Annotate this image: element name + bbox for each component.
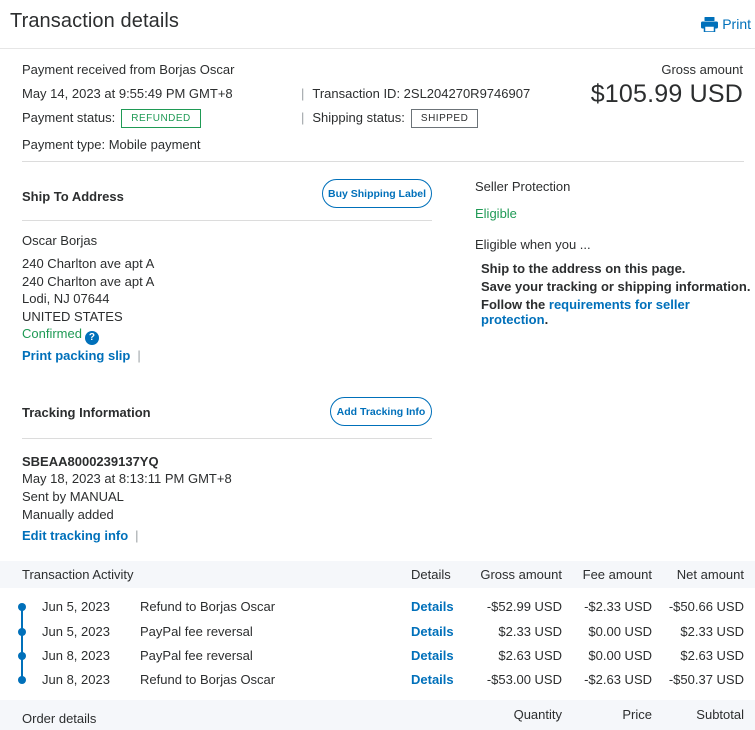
requirement-prefix: Follow the: [481, 297, 549, 312]
order-quantity-header: Quantity: [513, 707, 562, 722]
address-line: 240 Charlton ave apt A: [22, 256, 155, 271]
edit-tracking-info-link[interactable]: Edit tracking info: [22, 528, 129, 543]
activity-net: $2.33 USD: [680, 624, 744, 639]
protection-requirement: Save your tracking or shipping informati…: [481, 279, 751, 294]
transaction-date: May 14, 2023 at 9:55:49 PM GMT+8: [22, 86, 233, 101]
activity-net: -$50.66 USD: [668, 599, 744, 614]
address-city: Lodi, NJ 07644: [22, 291, 110, 306]
payment-status: Payment status: REFUNDED: [22, 109, 201, 128]
activity-details-link[interactable]: Details: [411, 648, 454, 663]
shipping-status: | Shipping status: SHIPPED: [301, 109, 479, 128]
address-country: UNITED STATES: [22, 309, 123, 324]
activity-net: $2.63 USD: [680, 648, 744, 663]
activity-date: Jun 5, 2023: [42, 624, 110, 639]
tracking-heading: Tracking Information: [22, 405, 151, 420]
address-line: 240 Charlton ave apt A: [22, 274, 155, 289]
tracking-divider: [22, 438, 432, 439]
summary-divider: [22, 161, 744, 162]
timeline-dot: [18, 628, 26, 636]
edit-tracking: Edit tracking info |: [22, 528, 147, 543]
status-badge-shipped: SHIPPED: [410, 109, 479, 128]
timeline-dot: [18, 603, 26, 611]
activity-details-link[interactable]: Details: [411, 672, 454, 687]
timeline-dot: [18, 652, 26, 660]
activity-fee: -$2.33 USD: [584, 599, 652, 614]
activity-gross: $2.63 USD: [498, 648, 562, 663]
seller-protection-heading: Seller Protection: [475, 179, 571, 194]
payment-received-from: Payment received from Borjas Oscar: [22, 62, 235, 77]
activity-date: Jun 8, 2023: [42, 672, 110, 687]
print-packing-slip-link[interactable]: Print packing slip: [22, 348, 131, 363]
activity-header-net: Net amount: [676, 567, 744, 582]
print-packing-slip: Print packing slip |: [22, 348, 149, 363]
activity-gross: $2.33 USD: [498, 624, 562, 639]
question-circle-icon[interactable]: ?: [84, 330, 99, 345]
separator: |: [301, 86, 305, 101]
activity-description: Refund to Borjas Oscar: [140, 672, 276, 687]
header-divider: [0, 48, 755, 49]
activity-header-gross: Gross amount: [480, 567, 562, 582]
table-row: Jun 8, 2023 Refund to Borjas Oscar Detai…: [0, 672, 755, 696]
seller-protection-requirements-link[interactable]: requirements for seller protection: [481, 297, 690, 327]
print-label: Print: [722, 16, 751, 32]
table-row: Jun 5, 2023 PayPal fee reversal Details …: [0, 624, 755, 648]
order-details-header: [0, 700, 755, 730]
activity-fee: $0.00 USD: [588, 648, 652, 663]
activity-description: PayPal fee reversal: [140, 648, 253, 663]
activity-details-link[interactable]: Details: [411, 599, 454, 614]
activity-header-details: Details: [411, 567, 451, 582]
order-subtotal-header: Subtotal: [696, 707, 744, 722]
separator: |: [301, 109, 305, 125]
eligible-when: Eligible when you ...: [475, 237, 591, 252]
page-title: Transaction details: [10, 10, 180, 32]
printer-icon: [701, 16, 719, 32]
activity-date: Jun 8, 2023: [42, 648, 110, 663]
timeline-line: [21, 606, 23, 680]
status-badge-refunded: REFUNDED: [121, 109, 201, 128]
order-price-header: Price: [622, 707, 652, 722]
activity-fee: $0.00 USD: [588, 624, 652, 639]
tracking-sent-by: Sent by MANUAL: [22, 489, 124, 504]
print-button[interactable]: Print: [701, 16, 751, 32]
separator: |: [137, 348, 141, 363]
activity-date: Jun 5, 2023: [42, 599, 110, 614]
buy-shipping-label-button[interactable]: Buy Shipping Label: [322, 179, 432, 208]
activity-header-fee: Fee amount: [582, 567, 652, 582]
table-row: Jun 5, 2023 Refund to Borjas Oscar Detai…: [0, 599, 755, 623]
timeline-dot: [18, 676, 26, 684]
tracking-number: SBEAA8000239137YQ: [22, 454, 159, 469]
activity-fee: -$2.63 USD: [584, 672, 652, 687]
ship-to-divider: [22, 220, 432, 221]
confirmed-label: Confirmed: [22, 326, 82, 341]
activity-details-link[interactable]: Details: [411, 624, 454, 639]
activity-header-title: Transaction Activity: [22, 567, 134, 582]
transaction-id-text: Transaction ID: 2SL204270R9746907: [312, 86, 531, 101]
payment-status-label: Payment status:: [22, 109, 116, 125]
table-row: Jun 8, 2023 PayPal fee reversal Details …: [0, 648, 755, 672]
activity-net: -$50.37 USD: [668, 672, 744, 687]
add-tracking-info-button[interactable]: Add Tracking Info: [330, 397, 432, 426]
address-confirmed: Confirmed?: [22, 326, 99, 345]
protection-requirement: Ship to the address on this page.: [481, 261, 686, 276]
transaction-id: | Transaction ID: 2SL204270R9746907: [301, 86, 530, 101]
activity-description: Refund to Borjas Oscar: [140, 599, 276, 614]
payment-type: Payment type: Mobile payment: [22, 137, 201, 152]
gross-amount-value: $105.99 USD: [590, 80, 743, 108]
order-details-title: Order details: [22, 711, 97, 726]
tracking-date: May 18, 2023 at 8:13:11 PM GMT+8: [22, 471, 232, 486]
ship-to-heading: Ship To Address: [22, 189, 124, 204]
tracking-added: Manually added: [22, 507, 114, 522]
gross-amount-label: Gross amount: [661, 62, 743, 77]
ship-to-name: Oscar Borjas: [22, 233, 98, 248]
seller-protection-status: Eligible: [475, 206, 517, 221]
requirement-suffix: .: [544, 312, 549, 327]
separator: |: [135, 528, 139, 543]
activity-gross: -$52.99 USD: [486, 599, 562, 614]
activity-description: PayPal fee reversal: [140, 624, 253, 639]
activity-table-header: [0, 561, 755, 588]
shipping-status-label: Shipping status:: [312, 109, 405, 125]
activity-gross: -$53.00 USD: [486, 672, 562, 687]
protection-requirement: Follow the requirements for seller prote…: [481, 297, 755, 327]
